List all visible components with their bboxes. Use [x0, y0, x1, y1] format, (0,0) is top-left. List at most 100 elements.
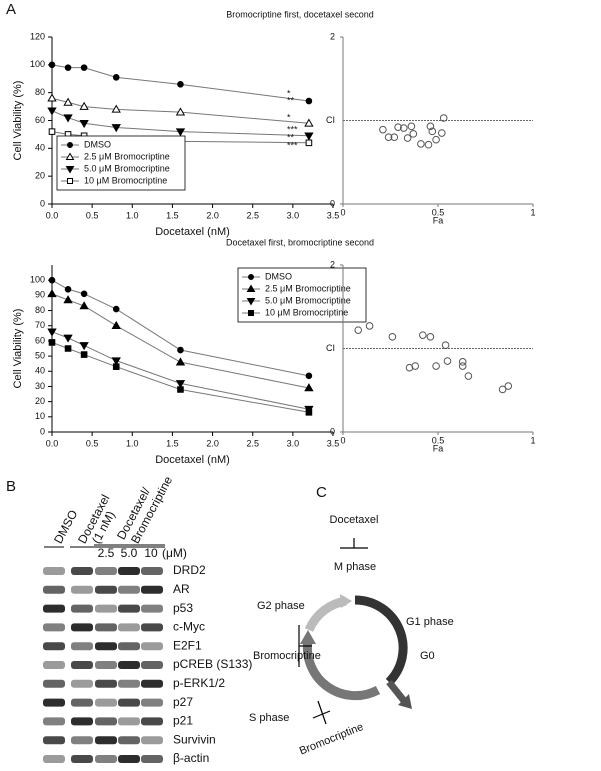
blot-band [71, 698, 93, 707]
x-tick-label: 0.0 [46, 438, 59, 448]
marker [111, 124, 121, 133]
g0-arrow [386, 679, 408, 705]
chart-title: Docetaxel first, bromocriptine second [226, 237, 374, 247]
blot-band [95, 755, 117, 763]
marker [175, 128, 186, 137]
blot-band [95, 604, 117, 613]
protein-label: p53 [173, 601, 193, 615]
x-tick-label: 0.5 [432, 435, 445, 445]
series-line [51, 97, 309, 124]
marker [384, 133, 393, 141]
marker [79, 119, 89, 129]
annotation: *** [287, 140, 298, 150]
concentration: 10 [144, 546, 158, 560]
marker [304, 383, 314, 392]
blot-band [43, 736, 65, 745]
y-tick-label: 100 [30, 59, 45, 69]
concentration: 2.5 [98, 546, 115, 560]
marker [111, 104, 121, 113]
marker [403, 134, 412, 142]
marker [305, 372, 313, 380]
protein-label: DRD2 [173, 563, 206, 577]
drug-label: Docetaxel [330, 514, 379, 526]
legend-label: 10 μM Bromocriptine [84, 175, 167, 185]
legend-label: 2.5 μM Bromocriptine [84, 151, 170, 161]
marker [177, 81, 184, 88]
marker [47, 107, 57, 116]
y-tick-label: 100 [30, 275, 45, 285]
panel-label: B [6, 478, 16, 495]
marker [432, 362, 440, 370]
blot-band [43, 698, 65, 707]
x-axis-label: Fa [433, 443, 444, 453]
marker [439, 114, 448, 122]
blot-band [118, 717, 140, 726]
blot-band [43, 604, 65, 613]
blot-band [141, 755, 163, 763]
marker [64, 285, 72, 293]
y-tick-label: 120 [30, 31, 45, 41]
marker [79, 101, 89, 110]
marker [432, 135, 440, 144]
blot-band [43, 642, 65, 651]
blot-band [71, 661, 93, 669]
marker [419, 331, 427, 339]
blot-band [118, 736, 140, 745]
annotation: *** [287, 124, 298, 134]
blot-band [141, 642, 163, 651]
marker [175, 357, 186, 366]
x-tick-label: 2.5 [246, 210, 259, 220]
marker [112, 74, 120, 81]
blot-band [43, 661, 65, 669]
blot-band [95, 623, 117, 632]
x-tick-label: 3.5 [327, 438, 340, 448]
marker [417, 140, 425, 148]
legend-label: 5.0 μM Bromocriptine [265, 295, 351, 305]
y-axis-label: CI [326, 343, 335, 353]
marker [379, 125, 387, 134]
blot-band [71, 567, 93, 575]
x-tick-label: 0.5 [86, 438, 99, 448]
marker [63, 97, 73, 106]
marker [504, 382, 513, 390]
blot-band [141, 604, 163, 613]
cycle-arc [302, 639, 381, 701]
drug-label: Bromocriptine [253, 650, 321, 662]
x-tick-label: 1.0 [126, 210, 139, 220]
marker [79, 301, 89, 310]
y-tick-label: 90 [35, 290, 45, 300]
y-axis-label: Cell Viability (%) [12, 81, 24, 161]
blot-band [141, 717, 163, 726]
marker [388, 333, 397, 341]
x-tick-label: 2.5 [246, 438, 259, 448]
blot-headers: DMSO Docetaxel (1 nM) Docetaxel/ Bromocr… [44, 474, 187, 560]
blot-band [118, 661, 140, 669]
y-tick-label: 20 [35, 171, 45, 181]
inhibit-bar [317, 700, 327, 725]
blot-band [71, 736, 93, 745]
blot-band [141, 661, 163, 669]
marker [428, 127, 437, 136]
legend-label: DMSO [84, 139, 111, 149]
phase-label: M phase [334, 561, 376, 573]
marker [80, 64, 88, 71]
unit: (μM) [162, 546, 187, 560]
legend-marker [248, 310, 254, 316]
blot-band [71, 585, 93, 594]
marker [304, 118, 314, 127]
blot-band [43, 717, 65, 726]
blot-band [95, 661, 117, 669]
blot-band [141, 698, 163, 707]
marker [304, 132, 314, 141]
marker [458, 358, 467, 366]
blot-band [118, 679, 140, 688]
y-tick-label: 80 [35, 87, 45, 97]
y-tick-label: 2 [330, 259, 335, 269]
protein-label: AR [173, 582, 190, 596]
protein-label: Survivin [173, 732, 216, 746]
blot-band [71, 679, 93, 688]
marker [498, 385, 507, 394]
blot-band [95, 642, 117, 651]
marker [441, 341, 450, 349]
x-tick-label: 0 [340, 435, 345, 445]
